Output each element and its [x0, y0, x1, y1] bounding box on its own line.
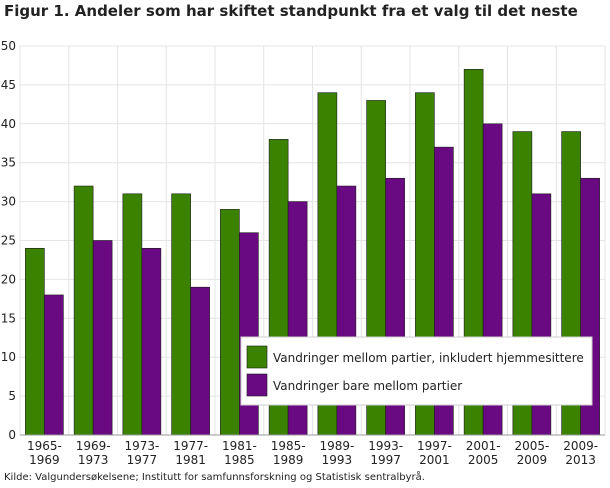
bar: [25, 247, 45, 436]
bar: [92, 240, 113, 436]
y-tick-label: 0: [8, 428, 16, 442]
x-tick-label: 1969: [29, 453, 60, 467]
x-tick-label: 2013: [565, 453, 596, 467]
y-tick-label: 30: [1, 195, 16, 209]
y-tick-label: 10: [1, 350, 16, 364]
y-tick-label: 5: [8, 389, 16, 403]
legend-swatch: [246, 373, 268, 397]
x-tick-label: 2009-: [563, 439, 598, 453]
legend-label: Vandringer bare mellom partier: [273, 379, 462, 393]
x-tick-label: 1981: [175, 453, 206, 467]
bar: [190, 286, 210, 436]
y-tick-label: 15: [1, 311, 16, 325]
x-tick-label: 1969-: [76, 439, 111, 453]
legend-box: [240, 336, 593, 406]
bar: [44, 294, 64, 436]
bar: [220, 209, 240, 436]
y-tick-label: 25: [1, 234, 16, 248]
x-tick-label: 1985-: [271, 439, 306, 453]
x-tick-label: 1973: [78, 453, 109, 467]
x-tick-label: 1977-: [173, 439, 208, 453]
x-tick-label: 1993: [322, 453, 353, 467]
y-tick-label: 35: [1, 156, 16, 170]
bar: [73, 185, 94, 436]
x-tick-label: 1989-: [319, 439, 354, 453]
legend-swatch: [246, 345, 268, 369]
x-tick-label: 2005-: [514, 439, 549, 453]
x-tick-label: 1965-: [27, 439, 62, 453]
bar-chart: 0 5 10 15 20 25 30 35 40 45 50 1965-1969 1969-1973 19…: [1, 39, 606, 467]
legend-label: Vandringer mellom partier, inkludert hje…: [273, 351, 584, 365]
x-tick-label: 2009: [517, 453, 548, 467]
x-tick-label: 1977: [127, 453, 158, 467]
y-tick-label: 45: [1, 78, 16, 92]
x-tick-label: 2005: [468, 453, 499, 467]
bar: [171, 193, 191, 436]
x-tick-label: 1985: [224, 453, 255, 467]
x-tick-label: 1989: [273, 453, 304, 467]
x-tick-label: 2001-: [466, 439, 501, 453]
y-tick-label: 20: [1, 272, 16, 286]
y-tick-label: 40: [1, 117, 16, 131]
x-tick-label: 1981-: [222, 439, 257, 453]
x-tick-label: 1993-: [368, 439, 403, 453]
bar: [122, 193, 143, 436]
x-tick-label: 1997-: [417, 439, 452, 453]
source-note: Kilde: Valgundersøkelsene; Institutt for…: [4, 472, 425, 483]
x-tick-label: 1997: [370, 453, 401, 467]
y-tick-label: 50: [1, 39, 16, 53]
chart-title: Figur 1. Andeler som har skiftet standpu…: [4, 2, 578, 20]
x-tick-label: 1973-: [124, 439, 159, 453]
bar: [141, 247, 162, 436]
x-tick-label: 2001: [419, 453, 450, 467]
